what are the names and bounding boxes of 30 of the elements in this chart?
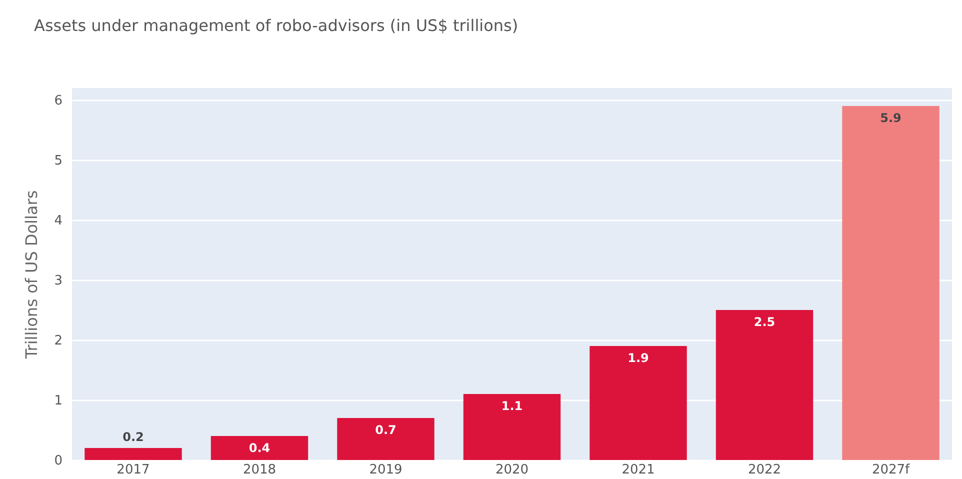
x-tick-label: 2019 [369, 462, 402, 478]
bar [210, 436, 308, 460]
y-tick-label: 5 [54, 154, 62, 168]
data-label: 1.9 [628, 351, 649, 365]
bar [842, 106, 940, 460]
data-label: 0.4 [248, 441, 270, 455]
y-tick-label: 1 [54, 394, 62, 408]
x-tick-label: 2018 [242, 462, 276, 478]
x-tick-label: 2027f [872, 462, 910, 478]
data-label: 0.2 [122, 430, 144, 444]
x-tick-label: 2022 [748, 462, 782, 478]
y-tick-label: 2 [54, 334, 62, 348]
data-label: 1.1 [501, 399, 523, 413]
y-tick-label: 6 [54, 94, 62, 108]
data-label: 5.9 [880, 111, 902, 125]
chart-title: Assets under management of robo-advisors (in US$ trillions) [34, 16, 518, 35]
bar [337, 418, 434, 460]
bar [716, 310, 814, 460]
data-label: 2.5 [754, 315, 776, 329]
x-tick-label: 2021 [622, 462, 655, 478]
bar [590, 346, 687, 460]
bar [463, 394, 561, 460]
y-tick-label: 4 [54, 214, 62, 228]
y-tick-label: 3 [54, 274, 62, 288]
x-tick-label: 2020 [495, 462, 529, 478]
y-tick-label: 0 [54, 454, 62, 468]
data-label: 0.7 [375, 423, 396, 437]
bar [84, 448, 182, 460]
x-tick-label: 2017 [116, 462, 150, 478]
y-axis-title: Trillions of US Dollars [22, 190, 42, 360]
